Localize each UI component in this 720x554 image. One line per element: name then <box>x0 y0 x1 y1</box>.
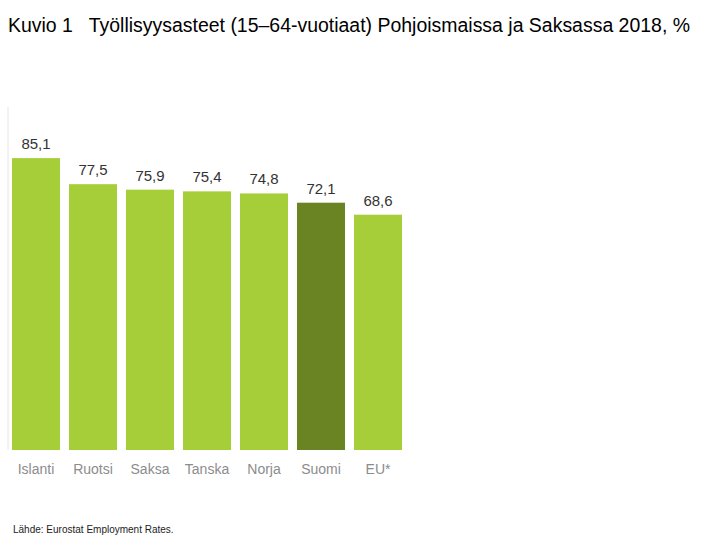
bar <box>240 193 288 450</box>
bar <box>183 191 231 450</box>
data-label: 77,5 <box>78 161 107 178</box>
data-label: 75,4 <box>192 168 221 185</box>
y-axis-line <box>8 107 9 450</box>
title: Kuvio 1 Työllisyysasteet (15–64-vuotiaat… <box>8 14 690 36</box>
category-label: Saksa <box>131 461 170 477</box>
bar <box>297 203 345 450</box>
category-label: Norja <box>247 461 281 477</box>
bar <box>354 215 402 450</box>
data-label: 72,1 <box>306 180 335 197</box>
bar <box>126 190 174 450</box>
data-label: 75,9 <box>135 167 164 184</box>
bar <box>69 184 117 450</box>
data-label: 74,8 <box>249 170 278 187</box>
data-label: 85,1 <box>21 135 50 152</box>
category-label: Tanska <box>185 461 230 477</box>
category-label: Islanti <box>18 461 55 477</box>
category-label: EU* <box>366 461 391 477</box>
category-label: Suomi <box>301 461 341 477</box>
chart: Kuvio 1 Työllisyysasteet (15–64-vuotiaat… <box>0 0 720 554</box>
data-label: 68,6 <box>363 192 392 209</box>
source: Lähde: Eurostat Employment Rates. <box>13 524 174 535</box>
bars <box>12 158 402 450</box>
bar <box>12 158 60 450</box>
category-label: Ruotsi <box>73 461 113 477</box>
